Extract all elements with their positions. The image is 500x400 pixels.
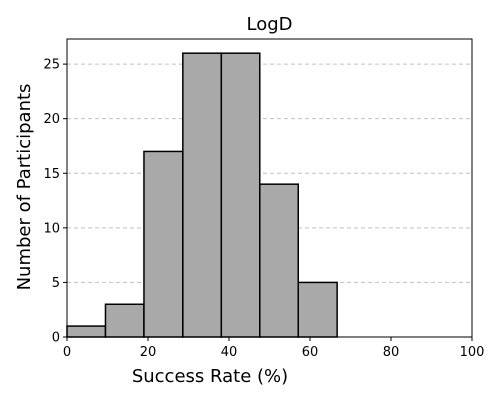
histogram-bar <box>259 183 300 338</box>
histogram-bar <box>182 52 223 338</box>
x-tick-label: 40 <box>221 345 238 360</box>
histogram-bar <box>66 325 107 338</box>
x-axis-label: Success Rate (%) <box>132 366 288 387</box>
x-tick-label: 60 <box>302 345 319 360</box>
x-tick-label: 100 <box>460 345 485 360</box>
plot-frame <box>66 38 473 338</box>
bars <box>66 52 338 338</box>
y-axis-label: Number of Participants <box>14 84 35 291</box>
y-tick-label: 25 <box>43 58 60 73</box>
histogram-bar <box>297 281 338 338</box>
histogram-bar <box>104 303 145 338</box>
x-tick-label: 20 <box>140 345 157 360</box>
x-tick-label: 80 <box>383 345 400 360</box>
x-tick-label: 0 <box>63 345 71 360</box>
y-tick-label: 15 <box>43 167 60 182</box>
y-tick-label: 20 <box>43 112 60 127</box>
y-tick-label: 0 <box>52 331 60 346</box>
y-tick-label: 10 <box>43 221 60 236</box>
y-axis-ticks: 0 5 10 15 20 25 <box>43 58 67 346</box>
histogram-bar <box>220 52 261 338</box>
y-tick-label: 5 <box>52 276 60 291</box>
x-axis-ticks: 0 20 40 60 80 100 <box>63 337 485 360</box>
chart-title: LogD <box>246 14 292 35</box>
histogram-bar <box>143 150 184 338</box>
grid-lines <box>67 63 472 283</box>
